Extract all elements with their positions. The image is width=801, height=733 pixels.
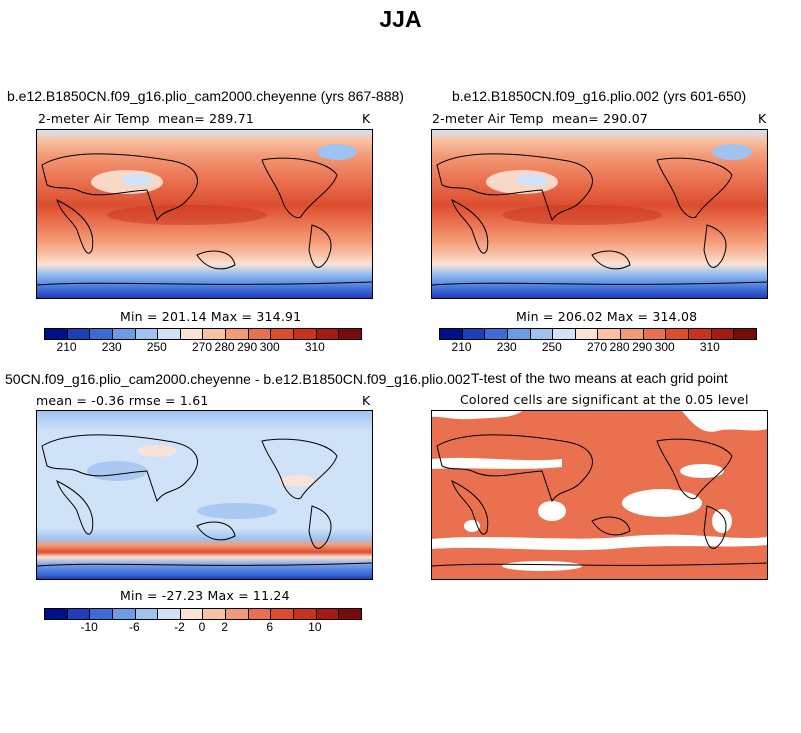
- panel3-stats: mean = -0.36 rmse = 1.61: [36, 393, 209, 408]
- panel1-colorbar-swatch: [158, 329, 181, 339]
- panel1-colorbar-tick-label: 310: [304, 340, 325, 354]
- panel3-colorbar-tick-label: 0: [198, 620, 206, 634]
- panel2-colorbar-swatch: [734, 329, 756, 339]
- panel2-colorbar-swatch: [689, 329, 712, 339]
- panel3-colorbar-swatch: [135, 609, 159, 619]
- panel3-colorbar-ticks: -10 -6 -2 0 2 6 10: [44, 618, 360, 634]
- panel1-colorbar: [44, 328, 362, 340]
- panel3-colorbar-swatch: [248, 609, 272, 619]
- panel2-map: [431, 129, 768, 299]
- panel2-colorbar-tick-label: 310: [699, 340, 720, 354]
- panel3-minmax: Min = -27.23 Max = 11.24: [120, 588, 290, 603]
- panel2-colorbar: [439, 328, 757, 340]
- panel1-colorbar-swatch: [67, 329, 91, 339]
- panel2-colorbar-swatch: [666, 329, 690, 339]
- panel1-colorbar-swatch: [271, 329, 295, 339]
- panel1-colorbar-swatch: [45, 329, 68, 339]
- panel3-colorbar-swatch: [316, 609, 340, 619]
- panel3-colorbar-swatch: [180, 609, 204, 619]
- panel1-minmax: Min = 201.14 Max = 314.91: [120, 309, 302, 324]
- panel2-colorbar-tick-label: 210: [451, 340, 472, 354]
- panel2-colorbar-swatch: [507, 329, 531, 339]
- panel2-colorbar-tick-label: 270: [586, 340, 608, 354]
- figure-title: JJA: [379, 6, 422, 32]
- panel2-colorbar-swatch: [598, 329, 622, 339]
- panel4-subtitle: Colored cells are significant at the 0.0…: [460, 392, 749, 407]
- panel3-colorbar-swatch: [90, 609, 113, 619]
- panel3-colorbar-tick-label: -10: [80, 620, 98, 634]
- panel1-colorbar-ticks: 210 230 250 270 280 290 300 310: [44, 338, 360, 354]
- panel2-mean: mean= 290.07: [552, 111, 649, 126]
- panel2-colorbar-swatch: [711, 329, 735, 339]
- panel2-colorbar-ticks: 210 230 250 270 280 290 300 310: [439, 338, 755, 354]
- panel3-colorbar-tick-label: -2: [174, 620, 185, 634]
- panel2-colorbar-swatch: [621, 329, 644, 339]
- panel3-colorbar-swatch: [226, 609, 249, 619]
- panel3-colorbar-swatch: [67, 609, 91, 619]
- panel3-colorbar-tick-label: -6: [128, 620, 140, 634]
- panel2-minmax: Min = 206.02 Max = 314.08: [516, 309, 698, 324]
- panel2-title: b.e12.B1850CN.f09_g16.plio.002 (yrs 601-…: [452, 88, 747, 104]
- panel1-mean: mean= 289.71: [158, 111, 255, 126]
- panel3-colorbar-tick-label: 6: [266, 620, 274, 634]
- panel1-colorbar-tick-label: 300: [259, 340, 280, 354]
- panel1-colorbar-swatch: [112, 329, 136, 339]
- panel2-variable: 2-meter Air Temp: [432, 111, 544, 126]
- panel1-colorbar-swatch: [180, 329, 204, 339]
- panel2-colorbar-swatch: [553, 329, 576, 339]
- panel1-units: K: [362, 111, 371, 126]
- panel2-colorbar-swatch: [530, 329, 554, 339]
- panel3-colorbar-tick-label: 2: [221, 620, 228, 634]
- panel1-colorbar-swatch: [316, 329, 340, 339]
- panel1-colorbar-swatch: [226, 329, 249, 339]
- panel1-colorbar-swatch: [339, 329, 361, 339]
- panel3-colorbar-swatch: [339, 609, 361, 619]
- panel1-title: b.e12.B1850CN.f09_g16.plio_cam2000.cheye…: [7, 88, 404, 104]
- panel1-colorbar-tick-label: 290: [237, 340, 258, 354]
- panel2-colorbar-swatch: [643, 329, 667, 339]
- panel1-variable: 2-meter Air Temp: [38, 111, 150, 126]
- panel2-colorbar-tick-label: 290: [632, 340, 653, 354]
- panel1-colorbar-swatch: [248, 329, 272, 339]
- panel3-colorbar-tick-label: 10: [308, 620, 322, 634]
- panel3-colorbar-swatch: [203, 609, 227, 619]
- panel3-colorbar-swatch: [45, 609, 68, 619]
- significance-fill: [432, 411, 767, 579]
- panel4-title: T-test of the two means at each grid poi…: [471, 370, 728, 386]
- panel1-colorbar-tick-label: 280: [214, 340, 235, 354]
- panel1-colorbar-swatch: [135, 329, 159, 339]
- panel3-colorbar-swatch: [294, 609, 317, 619]
- panel1-colorbar-tick-label: 210: [56, 340, 77, 354]
- panel3-colorbar-swatch: [112, 609, 136, 619]
- panel3-units: K: [362, 393, 371, 408]
- panel2-colorbar-swatch: [440, 329, 463, 339]
- panel2-colorbar-tick-label: 250: [541, 340, 562, 354]
- panel2-colorbar-tick-label: 230: [496, 340, 517, 354]
- panel2-colorbar-swatch: [575, 329, 599, 339]
- panel1-colorbar-swatch: [90, 329, 113, 339]
- panel1-colorbar-tick-label: 270: [191, 340, 213, 354]
- panel3-colorbar-swatch: [271, 609, 295, 619]
- panel1-colorbar-swatch: [203, 329, 227, 339]
- panel2-colorbar-swatch: [485, 329, 508, 339]
- panel2-colorbar-swatch: [462, 329, 486, 339]
- panel1-colorbar-tick-label: 250: [146, 340, 167, 354]
- panel3-colorbar-swatch: [158, 609, 181, 619]
- panel1-colorbar-swatch: [294, 329, 317, 339]
- panel2-colorbar-tick-label: 300: [654, 340, 675, 354]
- panel3-map: [36, 410, 373, 580]
- panel3-colorbar: [44, 608, 362, 620]
- panel1-colorbar-tick-label: 230: [101, 340, 122, 354]
- panel3-title: 50CN.f09_g16.plio_cam2000.cheyenne - b.e…: [5, 371, 471, 387]
- panel2-colorbar-tick-label: 280: [609, 340, 630, 354]
- panel4-map: [431, 410, 768, 580]
- panel1-map: [36, 129, 373, 299]
- panel2-units: K: [758, 111, 767, 126]
